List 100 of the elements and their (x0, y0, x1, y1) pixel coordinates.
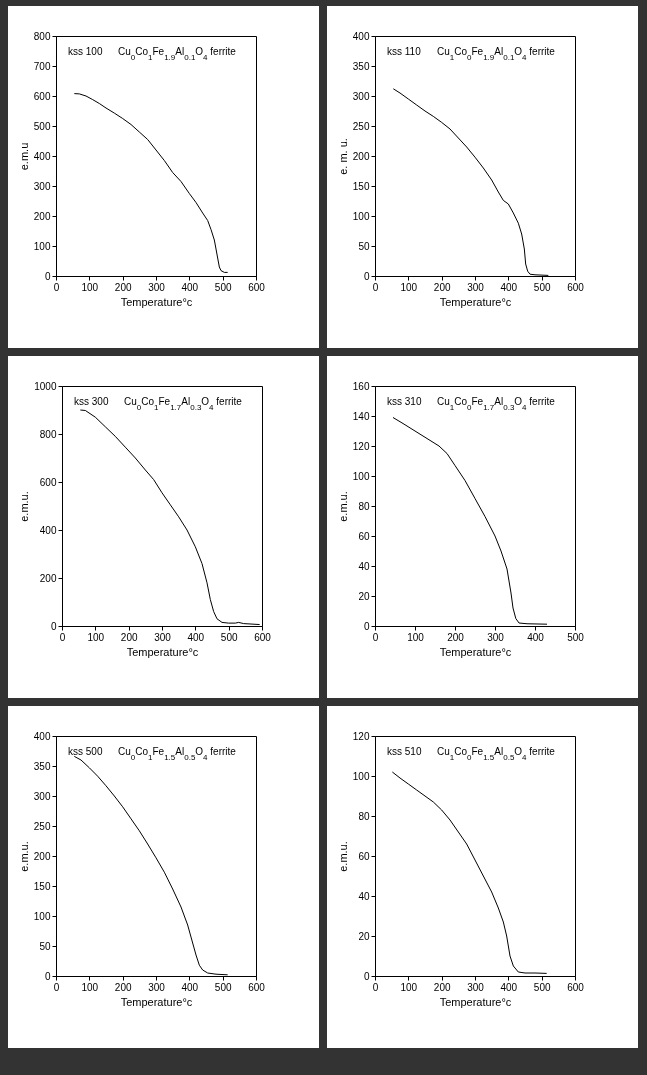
x-tick-label: 200 (433, 981, 451, 993)
x-tick-label: 400 (527, 631, 545, 643)
x-axis-title: Temperature°c (120, 995, 193, 1008)
x-tick-label: 200 (114, 281, 132, 293)
x-axis-title: Temperature°c (120, 295, 193, 308)
x-axis-title: Temperature°c (126, 645, 199, 658)
y-tick-label: 200 (33, 210, 51, 222)
text: Cu$_{0}$Co$_{1}$Fe$_{1.7}$Al$_{0.3}$O$_{4}$ ferrite (124, 396, 242, 412)
x-tick-label: 600 (567, 981, 585, 993)
y-tick-label: 0 (44, 270, 51, 282)
y-tick-label: 1000 (34, 380, 57, 392)
y-tick-label: 350 (33, 760, 51, 772)
y-tick-label: 20 (358, 930, 370, 942)
x-tick-label: 400 (181, 281, 199, 293)
y-tick-label: 700 (33, 60, 51, 72)
x-tick-label: 600 (254, 631, 272, 643)
y-tick-label: 100 (33, 240, 51, 252)
y-tick-label: 300 (33, 180, 51, 192)
annotation: kss 300 (74, 396, 109, 407)
y-tick-label: 0 (363, 620, 370, 632)
x-tick-label: 300 (487, 631, 505, 643)
text: Cu$_{0}$Co$_{1}$Fe$_{1.5}$Al$_{0.5}$O$_{4}$ ferrite (118, 746, 236, 762)
text: Cu$_{0}$Co$_{1}$Fe$_{1.9}$Al$_{0.1}$O$_{4}$ ferrite (118, 46, 236, 62)
y-tick-label: 100 (352, 470, 370, 482)
y-tick-label: 160 (352, 380, 370, 392)
x-tick-label: 300 (467, 281, 485, 293)
y-tick-label: 400 (352, 30, 370, 42)
x-tick-label: 400 (500, 281, 518, 293)
y-tick-label: 200 (39, 572, 57, 584)
y-tick-label: 150 (33, 880, 51, 892)
y-tick-label: 300 (352, 90, 370, 102)
y-tick-label: 60 (358, 850, 370, 862)
annotation: kss 100 (68, 46, 103, 57)
y-tick-label: 140 (352, 410, 370, 422)
y-tick-label: 300 (33, 790, 51, 802)
x-tick-label: 600 (567, 281, 585, 293)
y-tick-label: 50 (358, 240, 370, 252)
y-axis-title: e.m.u. (336, 491, 349, 522)
y-tick-label: 0 (363, 270, 370, 282)
x-axis-title: Temperature°c (439, 645, 512, 658)
y-tick-label: 350 (352, 60, 370, 72)
x-tick-label: 100 (81, 281, 99, 293)
x-tick-label: 600 (248, 281, 266, 293)
x-tick-label: 100 (400, 981, 418, 993)
y-tick-label: 250 (352, 120, 370, 132)
x-tick-label: 200 (120, 631, 138, 643)
y-tick-label: 400 (39, 524, 57, 536)
y-tick-label: 400 (33, 730, 51, 742)
y-tick-label: 800 (33, 30, 51, 42)
y-tick-label: 200 (33, 850, 51, 862)
y-tick-label: 80 (358, 500, 370, 512)
x-tick-label: 200 (447, 631, 465, 643)
x-tick-label: 100 (87, 631, 105, 643)
y-tick-label: 100 (352, 210, 370, 222)
x-tick-label: 200 (114, 981, 132, 993)
x-tick-label: 400 (187, 631, 205, 643)
annotation: kss 500 (68, 746, 103, 757)
y-tick-label: 20 (358, 590, 370, 602)
y-tick-label: 0 (363, 970, 370, 982)
y-axis-title: e.m.u. (17, 841, 30, 872)
y-tick-label: 600 (39, 476, 57, 488)
y-tick-label: 200 (352, 150, 370, 162)
x-tick-label: 0 (59, 631, 66, 643)
x-tick-label: 500 (214, 981, 232, 993)
y-tick-label: 40 (358, 560, 370, 572)
x-tick-label: 600 (248, 981, 266, 993)
x-tick-label: 100 (400, 281, 418, 293)
x-tick-label: 500 (533, 981, 551, 993)
annotation: kss 510 (387, 746, 422, 757)
x-tick-label: 500 (567, 631, 585, 643)
x-tick-label: 400 (500, 981, 518, 993)
y-tick-label: 150 (352, 180, 370, 192)
x-tick-label: 100 (81, 981, 99, 993)
x-tick-label: 400 (181, 981, 199, 993)
text: Cu$_{1}$Co$_{0}$Fe$_{1.7}$Al$_{0.3}$O$_{4}$ ferrite (437, 396, 555, 412)
y-tick-label: 500 (33, 120, 51, 132)
y-tick-label: 120 (352, 440, 370, 452)
y-axis-title: e.m.u (17, 142, 30, 171)
y-axis-title: e.m.u. (336, 841, 349, 872)
x-tick-label: 0 (372, 981, 379, 993)
x-tick-label: 0 (372, 281, 379, 293)
y-axis-title: e. m. u. (336, 138, 349, 175)
annotation: kss 310 (387, 396, 422, 407)
x-tick-label: 500 (533, 281, 551, 293)
y-tick-label: 250 (33, 820, 51, 832)
y-tick-label: 60 (358, 530, 370, 542)
x-tick-label: 300 (148, 981, 166, 993)
annotation: kss 110 (387, 46, 422, 57)
y-tick-label: 80 (358, 810, 370, 822)
x-tick-label: 500 (220, 631, 238, 643)
y-tick-label: 600 (33, 90, 51, 102)
x-tick-label: 100 (407, 631, 425, 643)
text: Cu$_{1}$Co$_{0}$Fe$_{1.5}$Al$_{0.5}$O$_{4}$ ferrite (437, 746, 555, 762)
x-tick-label: 300 (467, 981, 485, 993)
x-tick-label: 200 (433, 281, 451, 293)
x-tick-label: 300 (148, 281, 166, 293)
y-tick-label: 40 (358, 890, 370, 902)
x-tick-label: 500 (214, 281, 232, 293)
y-tick-label: 800 (39, 428, 57, 440)
x-axis-title: Temperature°c (439, 295, 512, 308)
